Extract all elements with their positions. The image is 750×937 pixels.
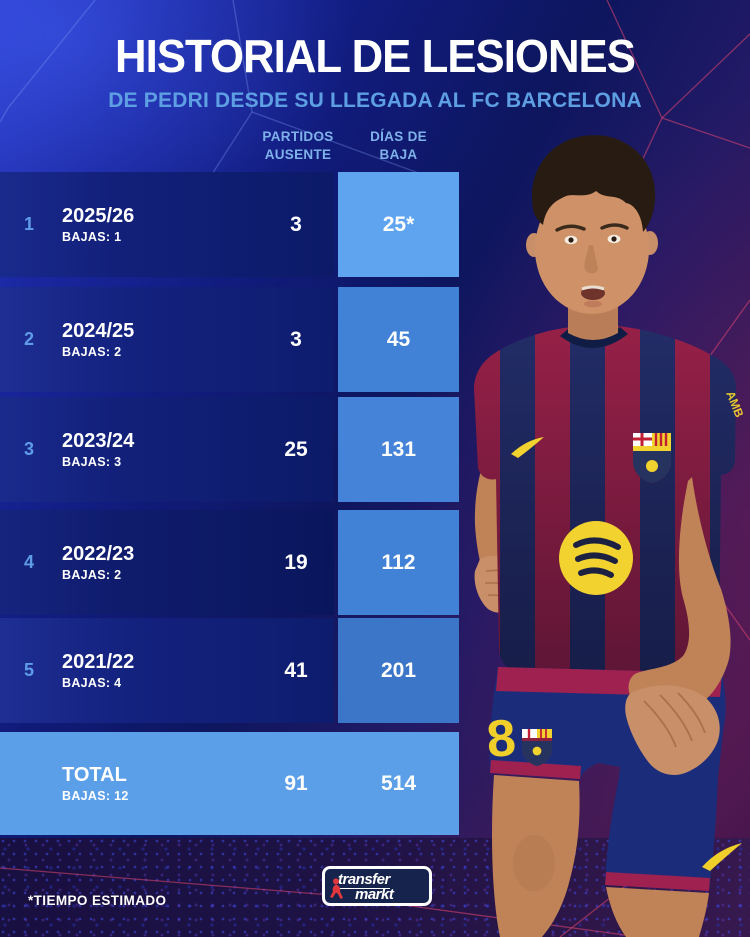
partidos-value: 41 [284,658,308,682]
column-header-dias: DÍAS DE BAJA [338,128,459,164]
dias-value-box: 25* [338,172,459,277]
transfermarkt-logo-line1: transfer [338,871,390,889]
season-row-2021-22: 5 2021/22 BAJAS: 4 41 [0,618,334,723]
bajas-label: BAJAS: 2 [62,345,122,359]
total-bajas-label: BAJAS: 12 [62,789,129,803]
dias-value-box: 112 [338,510,459,615]
column-header-dias-line1: DÍAS DE [370,129,427,144]
column-header-dias-line2: BAJA [379,147,418,163]
transfermarkt-player-icon [330,878,343,899]
total-label: TOTAL [62,764,127,786]
nike-swoosh-icon [511,437,544,458]
page-subtitle: DE PEDRI DESDE SU LLEGADA AL FC BARCELON… [108,89,642,112]
season-label: 2021/22 [62,651,135,673]
player-legs [492,775,709,937]
rank-label: 5 [23,660,34,680]
rank-label: 2 [23,329,34,349]
rank-label: 4 [23,552,34,572]
partidos-value: 19 [284,550,308,574]
total-partidos-value: 91 [284,771,308,795]
season-row-2022-23: 4 2022/23 BAJAS: 2 19 [0,510,334,615]
season-label: 2022/23 [62,543,135,565]
season-row-2024-25: 2 2024/25 BAJAS: 2 3 [0,287,334,392]
player-right-arm [625,477,731,775]
bajas-label: BAJAS: 3 [62,455,122,469]
dias-value-box: 45 [338,287,459,392]
shirt-collar [560,327,628,349]
player-shirt: AMB [474,326,747,673]
partidos-value: 3 [290,327,302,351]
season-row-2025-26: 1 2025/26 BAJAS: 1 3 [0,172,334,277]
column-header-partidos-line2: AUSENTE [264,147,332,163]
page-title: HISTORIAL DE LESIONES [115,30,636,82]
barca-crest-icon [633,433,671,483]
column-header-partidos-line1: PARTIDOS [262,129,334,144]
season-label: 2024/25 [62,320,135,342]
spotify-logo-icon [559,521,633,595]
shorts-number: 8 [485,709,518,769]
bajas-label: BAJAS: 2 [62,568,122,582]
season-row-2023-24: 3 2023/24 BAJAS: 3 25 [0,397,334,502]
shorts-crest-icon [522,729,552,766]
total-row: TOTAL BAJAS: 12 91 514 [0,732,459,835]
rank-label: 3 [23,439,34,459]
transfermarkt-logo-line2: markt [355,886,394,903]
dias-value-box: 201 [338,618,459,723]
shorts-swoosh-icon [702,843,742,871]
rank-label: 1 [23,214,34,234]
dias-value-box: 131 [338,397,459,502]
player-head [526,135,658,340]
season-label: 2023/24 [62,430,135,452]
total-dias-value: 514 [380,771,417,795]
column-header-partidos: PARTIDOS AUSENTE [238,128,358,164]
partidos-value: 3 [290,212,302,236]
partidos-value: 25 [284,437,308,461]
estimated-footnote: *TIEMPO ESTIMADO [28,893,167,908]
player-photo: AMB 8 [474,135,747,937]
bajas-label: BAJAS: 1 [62,230,122,244]
season-label: 2025/26 [62,205,135,227]
transfermarkt-logo: transfer markt [322,866,432,906]
bajas-label: BAJAS: 4 [62,676,122,690]
